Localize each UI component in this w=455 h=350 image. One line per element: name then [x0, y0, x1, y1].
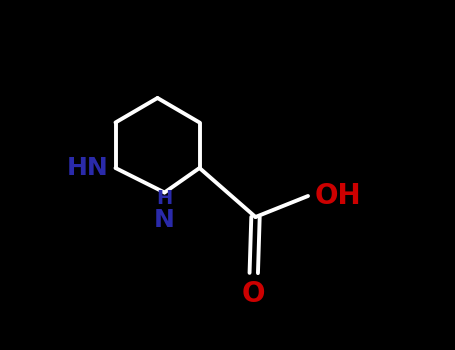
Text: O: O	[242, 280, 266, 308]
Text: HN: HN	[67, 156, 108, 180]
Text: H: H	[157, 189, 172, 208]
Text: N: N	[154, 208, 175, 232]
Text: OH: OH	[315, 182, 362, 210]
